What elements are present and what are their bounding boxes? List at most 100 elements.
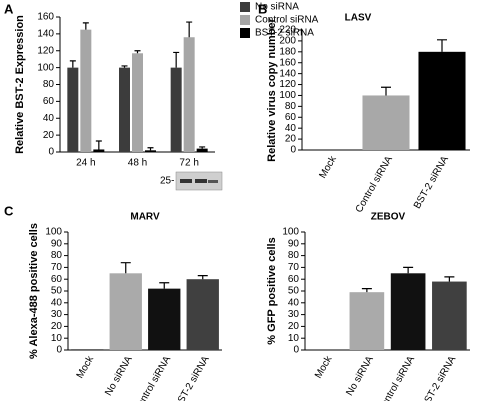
y-axis-label: Relative BST-2 Expression <box>14 15 26 154</box>
error-bar <box>444 276 455 282</box>
x-tick-label: BST-2 siRNA <box>412 154 451 211</box>
bar <box>196 148 208 152</box>
y-tick-label: 40 <box>288 297 300 308</box>
bar <box>93 149 105 152</box>
bar <box>183 37 195 152</box>
x-tick-label: BST-2 siRNA <box>173 354 212 401</box>
x-tick-label: Control siRNA <box>376 354 417 401</box>
panel-label: C <box>4 203 14 218</box>
y-tick-label: 0 <box>48 147 54 158</box>
y-tick-label: 50 <box>288 286 300 297</box>
blot-band <box>208 180 218 183</box>
x-tick-label: Mock <box>317 153 339 180</box>
bar <box>67 67 79 152</box>
error-bar <box>95 140 102 150</box>
y-tick-label: 40 <box>51 297 63 308</box>
y-tick-label: 80 <box>285 101 297 112</box>
y-tick-label: 0 <box>290 145 296 156</box>
chart-title: MARV <box>130 212 160 223</box>
panel-label: B <box>258 1 267 16</box>
y-tick-label: 220 <box>279 25 296 36</box>
legend-swatch <box>240 28 250 38</box>
y-tick-label: 10 <box>288 333 300 344</box>
bar <box>432 281 467 350</box>
y-tick-label: 160 <box>37 12 54 23</box>
error-bar <box>361 288 372 293</box>
bar <box>109 273 142 350</box>
chart-title: LASV <box>345 13 372 24</box>
y-tick-label: 60 <box>288 274 300 285</box>
legend-swatch <box>240 15 250 25</box>
bar <box>390 273 426 350</box>
y-tick-label: 20 <box>285 134 297 145</box>
error-bar <box>121 65 128 68</box>
x-tick-label: BST-2 siRNA <box>419 354 458 401</box>
y-tick-label: 100 <box>282 227 299 238</box>
y-tick-label: 80 <box>43 79 55 90</box>
y-tick-label: 70 <box>288 262 300 273</box>
error-bar <box>120 262 131 274</box>
y-axis-label: % GFP positive cells <box>266 237 278 344</box>
bar <box>170 67 182 152</box>
y-tick-label: 60 <box>285 112 297 123</box>
bar <box>80 29 92 152</box>
bar <box>349 292 385 350</box>
y-axis-label: % Alexa-488 positive cells <box>28 223 40 359</box>
blot <box>175 171 223 191</box>
bar <box>119 67 130 152</box>
y-tick-label: 70 <box>51 262 63 273</box>
y-tick-label: 40 <box>285 123 297 134</box>
y-axis-label: Relative virus copy number <box>266 17 278 161</box>
error-bar <box>69 60 76 68</box>
y-tick-label: 30 <box>288 309 300 320</box>
y-tick-label: 200 <box>279 36 296 47</box>
bar <box>145 150 156 152</box>
y-tick-label: 20 <box>288 321 300 332</box>
bar <box>362 95 410 150</box>
bar <box>186 279 219 350</box>
error-bar <box>381 86 391 96</box>
error-bar <box>403 266 414 274</box>
y-tick-label: 90 <box>51 238 63 249</box>
y-tick-label: 120 <box>279 79 296 90</box>
legend-label: BST-2 siRNA <box>255 28 314 39</box>
bar <box>132 53 143 152</box>
y-tick-label: 120 <box>37 45 54 56</box>
y-tick-label: 180 <box>279 46 296 57</box>
y-tick-label: 0 <box>56 345 62 356</box>
y-tick-label: 100 <box>279 90 296 101</box>
blot-label: 25- <box>160 176 174 187</box>
x-tick-label: Control siRNA <box>132 354 173 401</box>
error-bar <box>197 275 208 280</box>
x-tick-label: 48 h <box>128 158 147 169</box>
y-tick-label: 100 <box>37 62 54 73</box>
blot-band <box>180 179 192 183</box>
y-tick-label: 80 <box>51 250 63 261</box>
y-tick-label: 80 <box>288 250 300 261</box>
error-bar <box>173 51 180 68</box>
y-tick-label: 0 <box>293 345 299 356</box>
bar <box>418 51 466 151</box>
y-tick-label: 10 <box>51 333 63 344</box>
y-tick-label: 20 <box>51 321 63 332</box>
bar <box>148 288 181 350</box>
y-tick-label: 60 <box>43 96 55 107</box>
error-bar <box>186 21 193 38</box>
x-tick-label: No siRNA <box>344 354 376 398</box>
x-tick-label: Mock <box>313 353 335 380</box>
legend-label: Control siRNA <box>255 15 319 26</box>
chart-title: ZEBOV <box>371 212 406 223</box>
error-bar <box>147 147 154 151</box>
bar <box>71 349 104 350</box>
legend-label: No siRNA <box>255 2 299 13</box>
legend-swatch <box>240 2 250 12</box>
y-tick-label: 90 <box>288 238 300 249</box>
y-tick-label: 60 <box>51 274 63 285</box>
x-tick-label: 24 h <box>76 158 95 169</box>
error-bar <box>199 146 206 149</box>
x-tick-label: 72 h <box>179 158 198 169</box>
y-tick-label: 50 <box>51 286 63 297</box>
y-tick-label: 20 <box>43 130 55 141</box>
error-bar <box>437 39 447 52</box>
error-bar <box>82 22 89 30</box>
